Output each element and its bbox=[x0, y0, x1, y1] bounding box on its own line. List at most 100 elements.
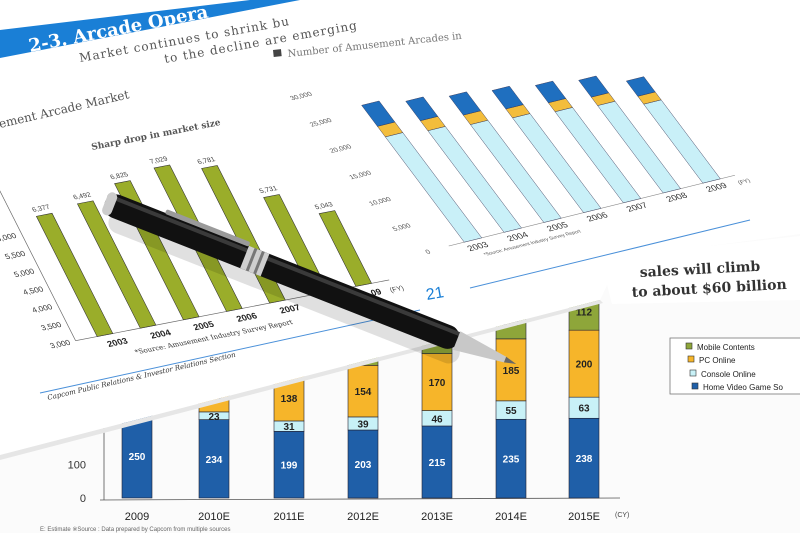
data-label: 5,731 bbox=[258, 185, 278, 195]
data-label: 31 bbox=[283, 422, 295, 433]
data-label: 185 bbox=[503, 366, 520, 377]
data-label: 203 bbox=[355, 460, 372, 471]
pen-icon bbox=[102, 192, 517, 364]
x-tick-label: 2011E bbox=[274, 511, 305, 523]
y-tick-label: 5,500 bbox=[3, 249, 27, 261]
data-label: 6,492 bbox=[72, 192, 92, 202]
bottom-footnote: E: Estimate ※Source : Data prepared by C… bbox=[40, 527, 230, 533]
y-axis bbox=[0, 189, 76, 341]
bar-segment bbox=[405, 96, 439, 121]
sales-header-line1: sales will climb bbox=[639, 259, 760, 281]
x-tick-label: 2015E bbox=[568, 511, 600, 523]
bar-segment bbox=[198, 419, 230, 499]
bar-segment bbox=[625, 76, 656, 97]
data-label: 238 bbox=[576, 454, 593, 465]
arcade-count-chart: 05,00010,00015,00020,00025,00030,0002003… bbox=[289, 75, 752, 258]
bar-segment bbox=[421, 425, 453, 499]
bar-segment bbox=[495, 418, 527, 499]
bar-segment bbox=[347, 429, 379, 499]
data-label: 170 bbox=[429, 378, 446, 389]
y-tick-label: 6,000 bbox=[0, 231, 19, 243]
bar-segment bbox=[347, 365, 379, 418]
data-label: 39 bbox=[357, 419, 369, 430]
bar-segment bbox=[448, 91, 482, 116]
y-tick-label: 3,500 bbox=[39, 320, 63, 332]
bar-segment bbox=[421, 353, 453, 411]
bar-segment bbox=[273, 431, 305, 499]
x-tick-label: 09 bbox=[369, 287, 383, 298]
x-tick-label: 2010E bbox=[198, 511, 230, 523]
y-tick-label: 10,000 bbox=[368, 197, 393, 208]
data-label: 250 bbox=[129, 452, 146, 463]
data-label: 7,029 bbox=[149, 156, 169, 166]
legend-swatch-console bbox=[689, 369, 697, 377]
unit-label: (CY) bbox=[615, 512, 629, 519]
data-label: 6,781 bbox=[196, 156, 216, 166]
unit-label: (FY) bbox=[389, 285, 405, 294]
data-label: 138 bbox=[281, 394, 298, 405]
bar-segment bbox=[361, 100, 396, 127]
data-label: 6,825 bbox=[109, 172, 129, 182]
y-tick-label: 20,000 bbox=[328, 144, 353, 155]
legend-swatch-mobile bbox=[685, 342, 693, 350]
y-tick-label: 4,500 bbox=[21, 285, 45, 297]
y-tick-label: 3,000 bbox=[48, 338, 72, 350]
x-tick-label: 2004 bbox=[148, 328, 172, 341]
y-tick-label: 5,000 bbox=[12, 267, 36, 279]
legend-square-icon bbox=[273, 49, 282, 57]
data-label: 5,043 bbox=[314, 202, 334, 212]
data-label: 6,377 bbox=[31, 204, 51, 214]
blue-chart-plane: 05,00010,00015,00020,00025,00030,0002003… bbox=[289, 75, 752, 258]
data-label: 55 bbox=[505, 406, 517, 417]
legend-mobile: Mobile Contents bbox=[697, 343, 755, 352]
y-tick-label: 0 bbox=[80, 493, 86, 505]
title-banner bbox=[0, 0, 300, 58]
data-label: 154 bbox=[355, 387, 372, 398]
x-axis bbox=[99, 497, 621, 501]
x-tick-label: 2013E bbox=[421, 511, 453, 523]
y-tick-label: 0 bbox=[424, 249, 432, 256]
footer-rule-right bbox=[469, 219, 751, 289]
data-label: 63 bbox=[578, 404, 590, 415]
bar-segment bbox=[491, 85, 524, 110]
bar-segment bbox=[495, 338, 527, 402]
y-tick-label: 100 bbox=[68, 460, 86, 472]
x-tick-label: 2012E bbox=[347, 511, 379, 523]
bar-segment bbox=[568, 417, 600, 499]
bar bbox=[35, 212, 114, 337]
legend-console: Console Online bbox=[701, 370, 756, 379]
footer-rule bbox=[39, 309, 421, 394]
data-label: 235 bbox=[503, 455, 520, 466]
bar bbox=[76, 200, 157, 329]
y-tick-label: 4,000 bbox=[30, 303, 54, 315]
y-tick-label: 5,000 bbox=[391, 223, 412, 233]
y-tick-label: 15,000 bbox=[348, 170, 373, 181]
legend-swatch-pc bbox=[687, 355, 695, 363]
data-label: 199 bbox=[281, 461, 298, 472]
data-label: 234 bbox=[206, 455, 223, 466]
legend-pc: PC Online bbox=[699, 356, 736, 365]
page-number: 21 bbox=[425, 284, 446, 304]
data-label: 112 bbox=[576, 307, 593, 318]
legend-box: Mobile Contents PC Online Console Online… bbox=[669, 337, 800, 395]
bar-segment bbox=[568, 329, 600, 398]
x-tick-label: 2006 bbox=[235, 311, 259, 324]
legend-swatch-home bbox=[691, 382, 699, 390]
data-label: 23 bbox=[208, 412, 220, 423]
bar-segment bbox=[121, 413, 153, 499]
unit-label: (FY) bbox=[737, 178, 752, 186]
data-label: 215 bbox=[429, 458, 446, 469]
x-tick-label: 2014E bbox=[495, 511, 527, 523]
bar bbox=[318, 210, 372, 287]
x-tick-label: 2003 bbox=[105, 336, 129, 349]
legend-home: Home Video Game So bbox=[703, 383, 783, 392]
bar-segment bbox=[534, 80, 567, 103]
x-tick-label: 2007 bbox=[278, 303, 302, 316]
x-tick-label: 2005 bbox=[192, 319, 216, 332]
y-tick-label: 25,000 bbox=[309, 118, 334, 129]
data-label: 200 bbox=[576, 360, 593, 371]
y-tick-label: 30,000 bbox=[289, 91, 314, 102]
bar-segment bbox=[578, 75, 610, 98]
x-tick-label: 2009 bbox=[125, 511, 149, 523]
